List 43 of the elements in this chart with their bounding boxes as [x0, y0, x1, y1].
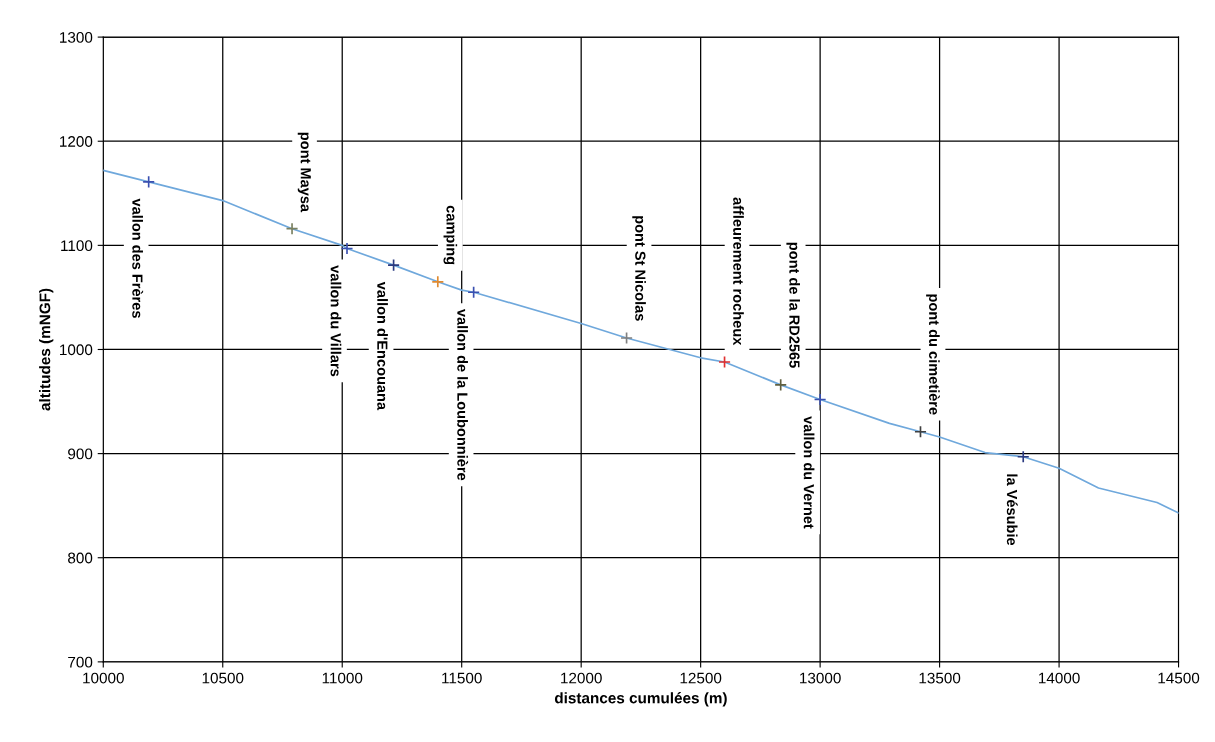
point [1016, 450, 1030, 464]
point [340, 242, 354, 255]
y-tick-label: 1100 [61, 240, 93, 252]
y-tick-label: 1200 [60, 136, 93, 147]
x-tick-label: 10000 [83, 672, 124, 684]
point [813, 393, 827, 406]
point [620, 331, 633, 345]
point [914, 425, 927, 439]
point [387, 258, 400, 272]
y-tick-label: 1300 [60, 31, 93, 43]
point [285, 222, 299, 236]
point [718, 355, 731, 369]
annotation: la Vésubie [1006, 474, 1018, 546]
annotation: pont Maysa [297, 132, 311, 213]
x-tick-label: 10500 [202, 672, 244, 684]
x-tick-label: 11000 [322, 672, 363, 684]
y-tick-label: 800 [68, 552, 93, 564]
y-tick-label: 700 [68, 656, 93, 668]
y-tick-label: 1000 [60, 344, 93, 356]
annotation: vallon du Villars [330, 265, 342, 377]
y-tick-label: 900 [68, 448, 93, 460]
point [467, 285, 481, 299]
annotation: vallon du Vernet [803, 416, 815, 529]
annotation: vallon de la Loubonnière [457, 308, 469, 481]
annotation: pont de la RD2565 [786, 242, 800, 368]
x-tick-label: 14500 [1158, 672, 1200, 684]
x-tick-label: 11500 [442, 672, 482, 684]
annotation: vallon des Frères [132, 198, 144, 318]
x-tick-label: 12500 [680, 672, 722, 684]
point [142, 175, 156, 189]
annotation: pont du cimetière [926, 294, 940, 415]
annotation: pont St Nicolas [632, 216, 646, 321]
point [431, 275, 445, 289]
annotation: affleurement rocheux [733, 197, 744, 346]
x-tick-label: 12000 [561, 672, 602, 684]
x-tick-label: 14000 [1039, 672, 1080, 684]
annotation: vallon d'Encouana [377, 281, 388, 411]
y-axis-title: altitudes (mNGF) [39, 288, 54, 411]
annotation: camping [443, 205, 458, 265]
x-tick-label: 13000 [800, 672, 841, 684]
x-axis-title: distances cumulées (m) [554, 692, 727, 707]
point [774, 378, 788, 392]
x-tick-label: 13500 [919, 672, 961, 684]
